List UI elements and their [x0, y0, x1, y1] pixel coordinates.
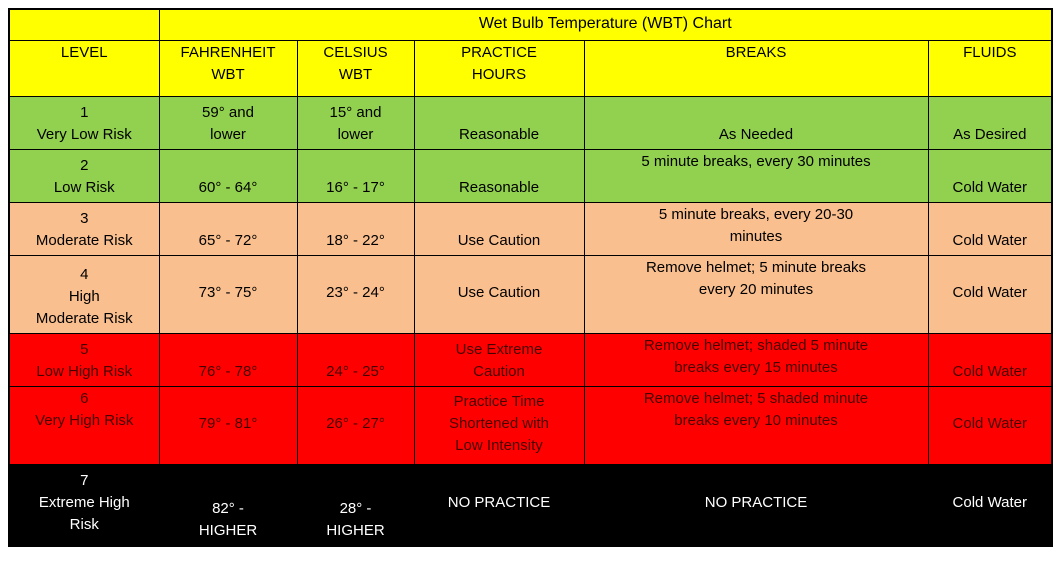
cell-level-5-low-high-risk-breaks: Remove helmet; shaded 5 minute breaks ev…	[583, 333, 929, 387]
cell-level-2-low-risk-practice-hours: Reasonable	[413, 149, 585, 203]
cell-level-6-very-high-risk-level: 6 Very High Risk	[8, 386, 160, 465]
cell-level-2-low-risk-celsius-wbt: 16° - 17°	[296, 149, 415, 203]
row-level-2-low-risk: 2 Low Risk 60° - 64° 16° - 17° Reasonable 5 …	[8, 149, 1053, 203]
cell-level-6-very-high-risk-breaks: Remove helmet; 5 shaded minute breaks ev…	[583, 386, 929, 465]
cell-level-2-low-risk-fahrenheit-wbt: 60° - 64°	[158, 149, 298, 203]
cell-level-1-very-low-risk-breaks: As Needed	[583, 96, 929, 150]
title-row: Wet Bulb Temperature (WBT) Chart	[8, 8, 1053, 41]
cell-level-1-very-low-risk-fahrenheit-wbt: 59° and lower	[158, 96, 298, 150]
cell-level-4-high-moderate-risk-breaks: Remove helmet; 5 minute breaks every 20 …	[583, 255, 929, 334]
row-level-6-very-high-risk: 6 Very High Risk 79° - 81° 26° - 27° Practi…	[8, 386, 1053, 465]
row-level-4-high-moderate-risk: 4 High Moderate Risk 73° - 75° 23° - 24° Us…	[8, 255, 1053, 334]
header-row: LEVEL FAHRENHEIT WBT CELSIUS WBT PRACTICE H…	[8, 40, 1053, 97]
column-header-fluids: FLUIDS	[927, 40, 1053, 97]
cell-level-2-low-risk-fluids: Cold Water	[927, 149, 1053, 203]
row-level-3-moderate-risk: 3 Moderate Risk 65° - 72° 18° - 22° Use Cau…	[8, 202, 1053, 256]
cell-level-5-low-high-risk-practice-hours: Use Extreme Caution	[413, 333, 585, 387]
corner-cell	[8, 8, 160, 41]
cell-level-1-very-low-risk-fluids: As Desired	[927, 96, 1053, 150]
cell-level-6-very-high-risk-fluids: Cold Water	[927, 386, 1053, 465]
chart-title: Wet Bulb Temperature (WBT) Chart	[158, 8, 1053, 41]
cell-level-4-high-moderate-risk-level: 4 High Moderate Risk	[8, 255, 160, 334]
cell-level-5-low-high-risk-celsius-wbt: 24° - 25°	[296, 333, 415, 387]
cell-level-5-low-high-risk-level: 5 Low High Risk	[8, 333, 160, 387]
cell-level-1-very-low-risk-celsius-wbt: 15° and lower	[296, 96, 415, 150]
cell-level-7-extreme-high-risk-breaks: NO PRACTICE	[583, 464, 929, 546]
cell-level-7-extreme-high-risk-fahrenheit-wbt: 82° - HIGHER	[158, 464, 298, 546]
cell-level-3-moderate-risk-fluids: Cold Water	[927, 202, 1053, 256]
column-header-level: LEVEL	[8, 40, 160, 97]
cell-level-1-very-low-risk-practice-hours: Reasonable	[413, 96, 585, 150]
cell-level-5-low-high-risk-fluids: Cold Water	[927, 333, 1053, 387]
wbt-chart-table: Wet Bulb Temperature (WBT) Chart LEVEL FA…	[8, 8, 1054, 547]
cell-level-4-high-moderate-risk-celsius-wbt: 23° - 24°	[296, 255, 415, 334]
column-header-practice-hours: PRACTICE HOURS	[413, 40, 585, 97]
cell-level-3-moderate-risk-breaks: 5 minute breaks, every 20-30 minutes	[583, 202, 929, 256]
cell-level-5-low-high-risk-fahrenheit-wbt: 76° - 78°	[158, 333, 298, 387]
cell-level-1-very-low-risk-level: 1 Very Low Risk	[8, 96, 160, 150]
cell-level-3-moderate-risk-fahrenheit-wbt: 65° - 72°	[158, 202, 298, 256]
cell-level-2-low-risk-breaks: 5 minute breaks, every 30 minutes	[583, 149, 929, 203]
cell-level-6-very-high-risk-fahrenheit-wbt: 79° - 81°	[158, 386, 298, 465]
cell-level-7-extreme-high-risk-fluids: Cold Water	[927, 464, 1053, 546]
cell-level-7-extreme-high-risk-celsius-wbt: 28° - HIGHER	[296, 464, 415, 546]
column-header-fahrenheit-wbt: FAHRENHEIT WBT	[158, 40, 298, 97]
cell-level-7-extreme-high-risk-level: 7 Extreme High Risk	[8, 464, 160, 546]
cell-level-6-very-high-risk-practice-hours: Practice Time Shortened with Low Intensi…	[413, 386, 585, 465]
cell-level-3-moderate-risk-celsius-wbt: 18° - 22°	[296, 202, 415, 256]
row-level-7-extreme-high-risk: 7 Extreme High Risk 82° - HIGHER 28° - HIG…	[8, 464, 1053, 546]
cell-level-4-high-moderate-risk-fahrenheit-wbt: 73° - 75°	[158, 255, 298, 334]
cell-level-3-moderate-risk-practice-hours: Use Caution	[413, 202, 585, 256]
cell-level-6-very-high-risk-celsius-wbt: 26° - 27°	[296, 386, 415, 465]
row-level-1-very-low-risk: 1 Very Low Risk 59° and lower 15° and lowe…	[8, 96, 1053, 150]
column-header-breaks: BREAKS	[583, 40, 929, 97]
cell-level-4-high-moderate-risk-practice-hours: Use Caution	[413, 255, 585, 334]
cell-level-7-extreme-high-risk-practice-hours: NO PRACTICE	[413, 464, 585, 546]
column-header-celsius-wbt: CELSIUS WBT	[296, 40, 415, 97]
cell-level-2-low-risk-level: 2 Low Risk	[8, 149, 160, 203]
cell-level-3-moderate-risk-level: 3 Moderate Risk	[8, 202, 160, 256]
cell-level-4-high-moderate-risk-fluids: Cold Water	[927, 255, 1053, 334]
row-level-5-low-high-risk: 5 Low High Risk 76° - 78° 24° - 25° Use Ext…	[8, 333, 1053, 387]
